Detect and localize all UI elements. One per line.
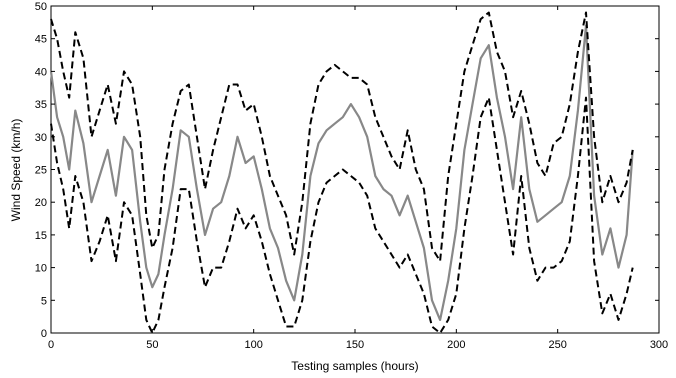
x-axis-label: Testing samples (hours) [291, 359, 418, 373]
x-tick-label: 250 [548, 339, 566, 351]
plot-frame [50, 5, 660, 334]
x-tick-label: 200 [447, 339, 465, 351]
y-tick-label: 40 [35, 66, 47, 78]
series-layer [49, 11, 634, 334]
x-tick-label: 50 [146, 339, 158, 351]
x-tick-label: 0 [48, 339, 54, 351]
y-tick-label: 10 [35, 263, 47, 275]
y-tick-label: 50 [35, 1, 47, 13]
forecast-series-line [49, 24, 634, 321]
y-tick-label: 25 [35, 165, 47, 177]
y-axis-label: Wind Speed (km/h) [9, 119, 23, 222]
y-tick-label: 5 [41, 295, 47, 307]
x-tick-label: 300 [650, 339, 668, 351]
lower-bound-series-line [50, 96, 634, 334]
y-tick-label: 30 [35, 132, 47, 144]
y-tick-label: 35 [35, 99, 47, 111]
tick-layer: 0 50 100 150 200 250 300 0 5 10 15 20 25 30 35 40 45 50 [35, 1, 668, 351]
y-tick-label: 15 [35, 230, 47, 242]
y-tick-label: 20 [35, 197, 47, 209]
x-tick-label: 150 [346, 339, 364, 351]
x-tick-label: 100 [244, 339, 262, 351]
y-tick-label: 0 [41, 328, 47, 340]
upper-bound-series-line [50, 11, 634, 263]
y-tick-label: 45 [35, 34, 47, 46]
